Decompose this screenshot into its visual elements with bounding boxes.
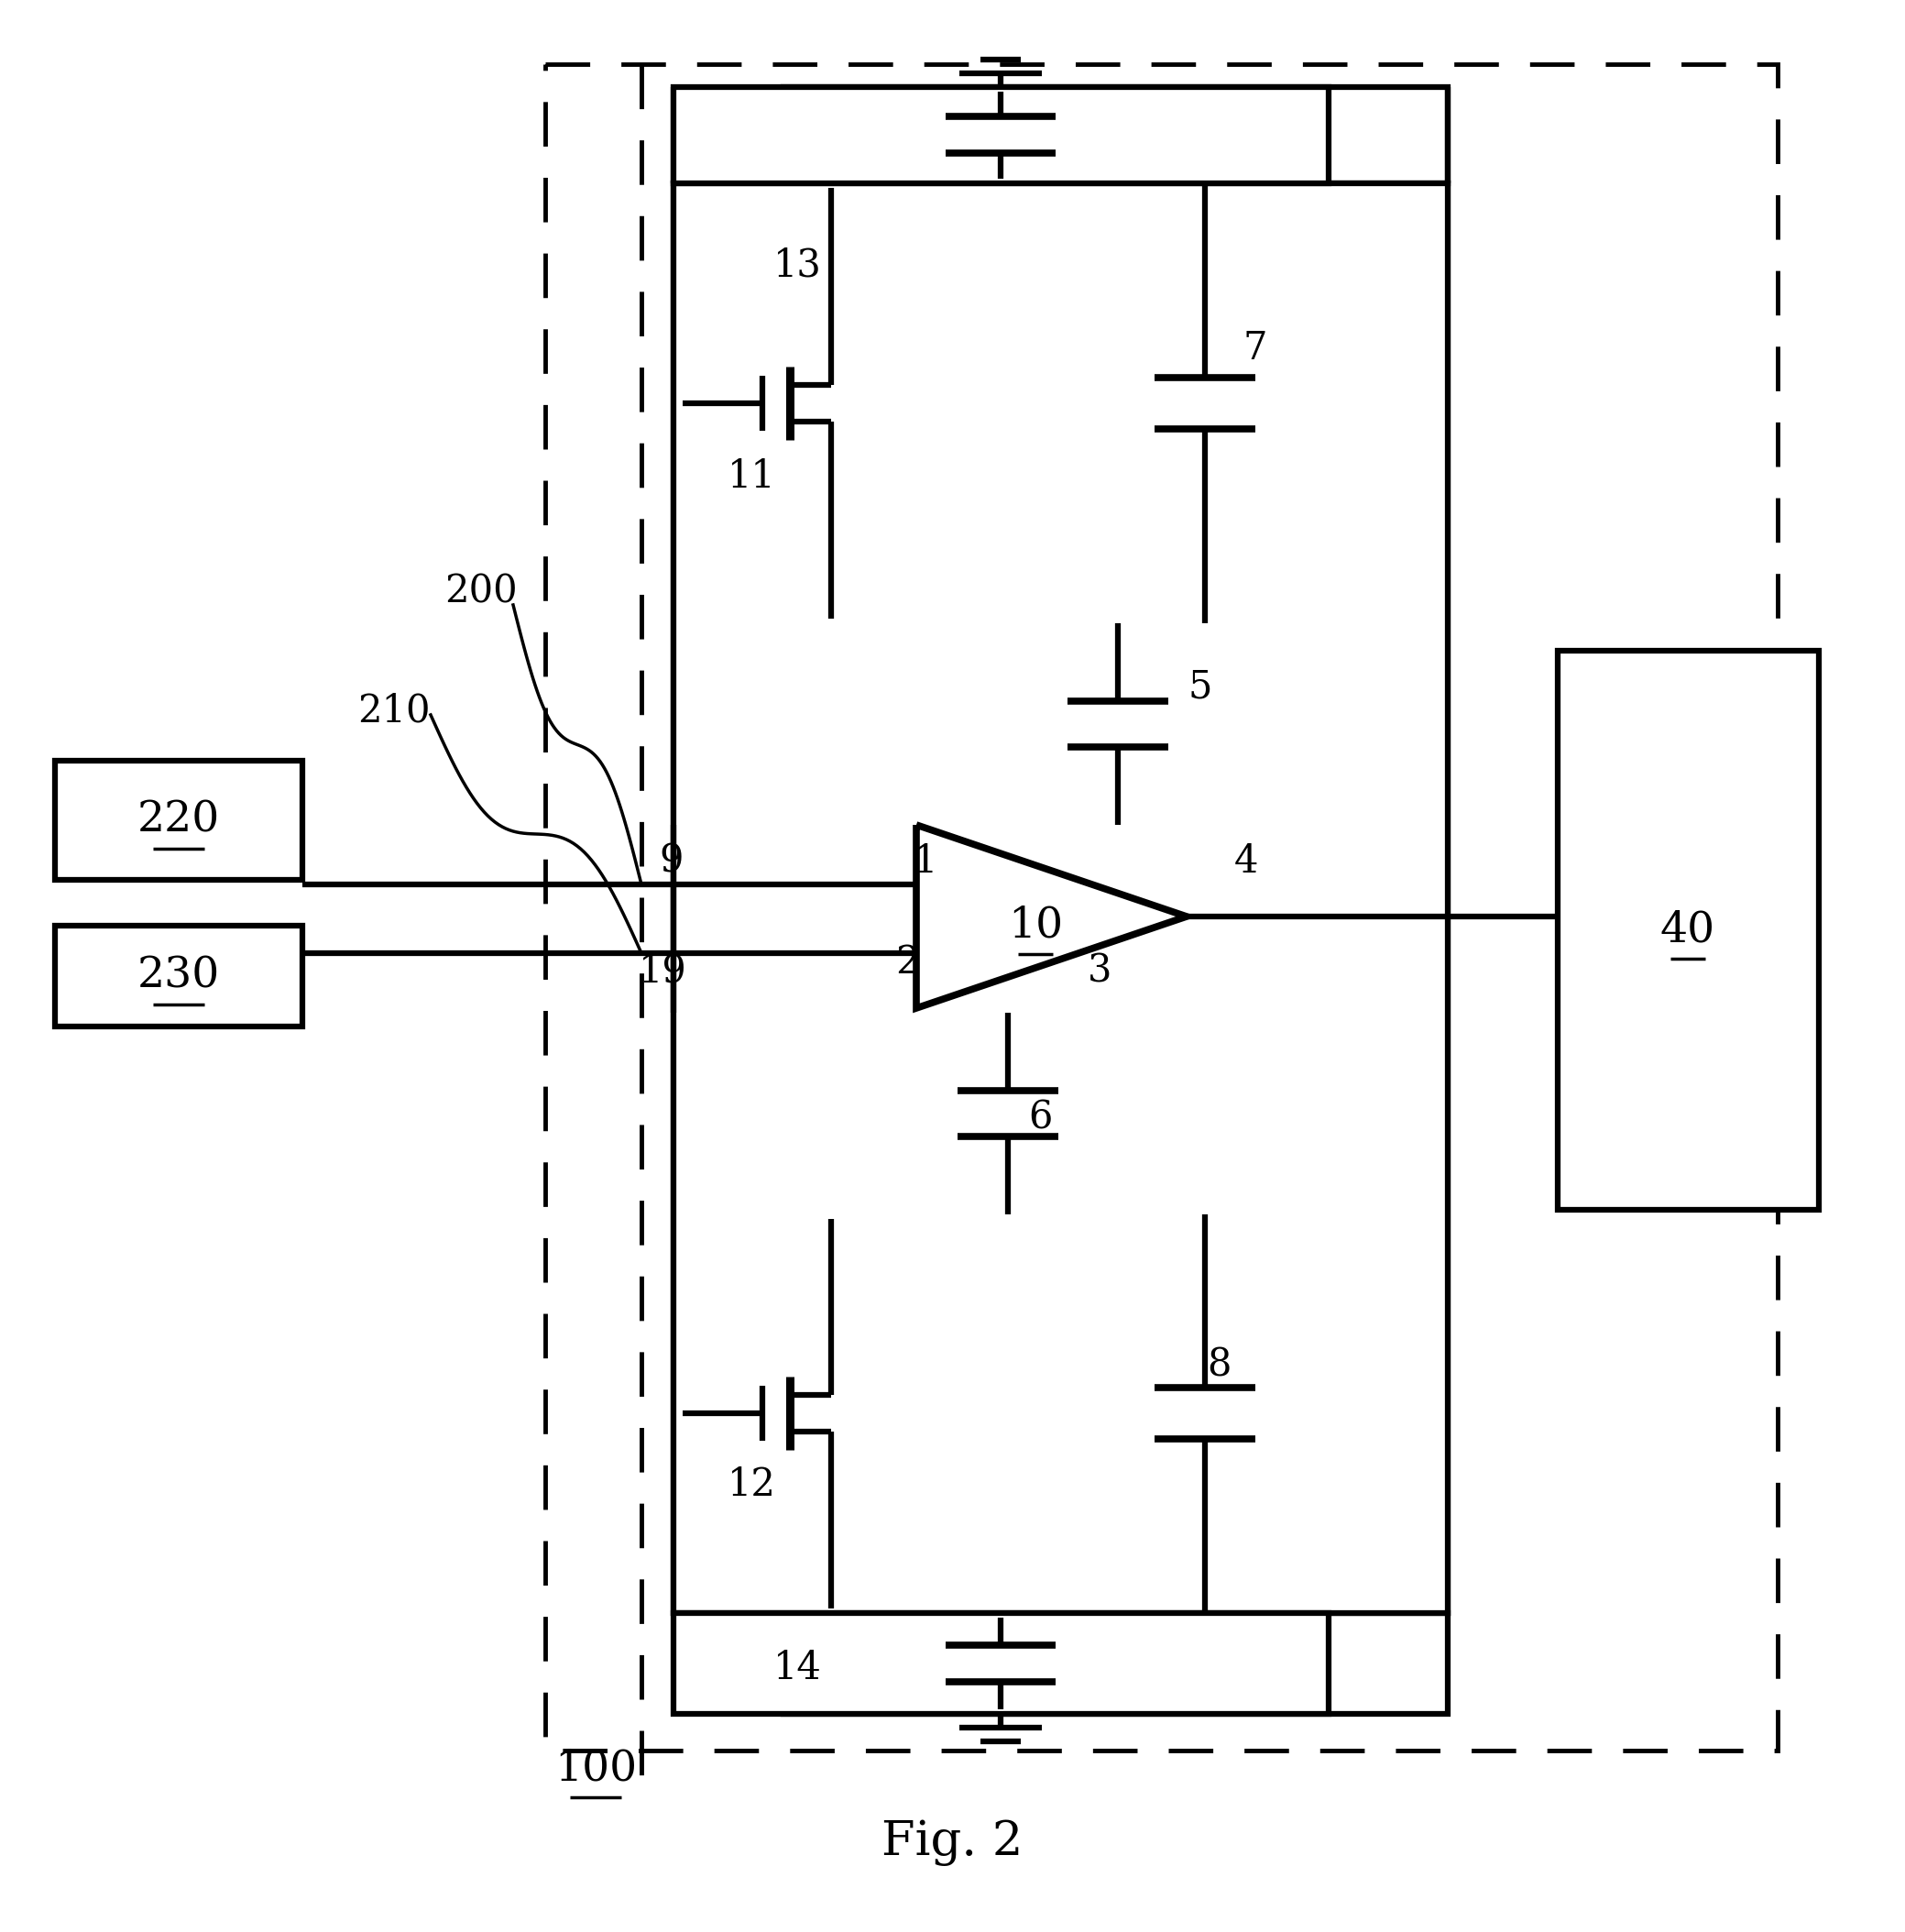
Text: 14: 14 bbox=[773, 1648, 821, 1687]
Text: 220: 220 bbox=[137, 800, 221, 840]
Text: 6: 6 bbox=[1029, 1099, 1052, 1138]
Text: 100: 100 bbox=[554, 1748, 636, 1789]
Text: 10: 10 bbox=[1008, 904, 1063, 947]
Text: 11: 11 bbox=[728, 458, 775, 497]
Text: 8: 8 bbox=[1206, 1347, 1231, 1385]
Text: 3: 3 bbox=[1088, 952, 1113, 991]
Bar bbox=[674, 1613, 1328, 1714]
Bar bbox=[674, 87, 1328, 184]
Text: 1: 1 bbox=[912, 842, 937, 881]
Text: 2: 2 bbox=[895, 943, 920, 981]
Text: 12: 12 bbox=[728, 1466, 775, 1503]
Bar bbox=[1558, 651, 1819, 1209]
Text: 13: 13 bbox=[773, 247, 821, 286]
Bar bbox=[674, 184, 1448, 1613]
Text: 7: 7 bbox=[1244, 328, 1267, 367]
Text: 19: 19 bbox=[638, 952, 686, 991]
Text: 40: 40 bbox=[1661, 910, 1714, 951]
Text: 4: 4 bbox=[1234, 842, 1259, 881]
Text: Fig. 2: Fig. 2 bbox=[882, 1818, 1023, 1866]
Bar bbox=[55, 761, 303, 879]
Text: 200: 200 bbox=[444, 572, 518, 611]
Bar bbox=[545, 64, 1777, 1750]
Bar bbox=[55, 925, 303, 1026]
Text: 230: 230 bbox=[137, 954, 221, 997]
Bar bbox=[783, 1613, 1448, 1714]
Text: 210: 210 bbox=[358, 692, 431, 730]
Text: 5: 5 bbox=[1189, 668, 1212, 707]
Bar bbox=[674, 184, 1448, 1613]
Bar bbox=[783, 87, 1448, 184]
Text: 9: 9 bbox=[659, 842, 684, 881]
